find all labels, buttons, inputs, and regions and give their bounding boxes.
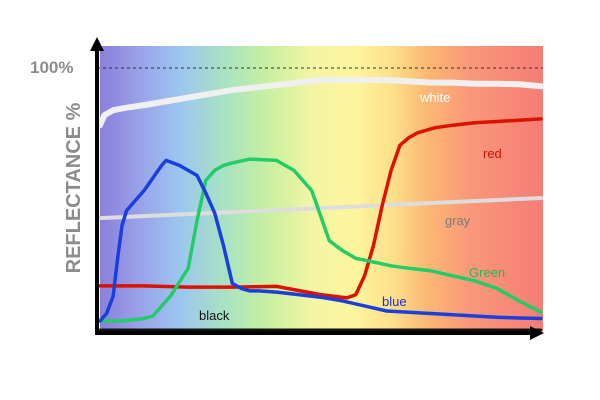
y-axis-label: REFLECTANCE % [63,102,85,273]
reference-label-100: 100% [30,58,73,77]
label-red: red [483,146,502,161]
series-layer [97,77,544,332]
label-blue: blue [382,294,407,309]
x-axis-arrow [530,326,544,340]
label-gray: gray [445,213,471,228]
series-line-blue [98,158,543,323]
spectrum-background [100,46,543,332]
series-line-red [98,117,543,300]
axes [90,37,544,340]
series-line-green [98,157,543,323]
label-white: white [419,90,450,105]
series-line-white [97,77,544,129]
y-axis-arrow [90,37,104,51]
label-green: Green [469,265,505,280]
label-black: black [199,308,230,323]
series-line-gray [98,196,543,221]
